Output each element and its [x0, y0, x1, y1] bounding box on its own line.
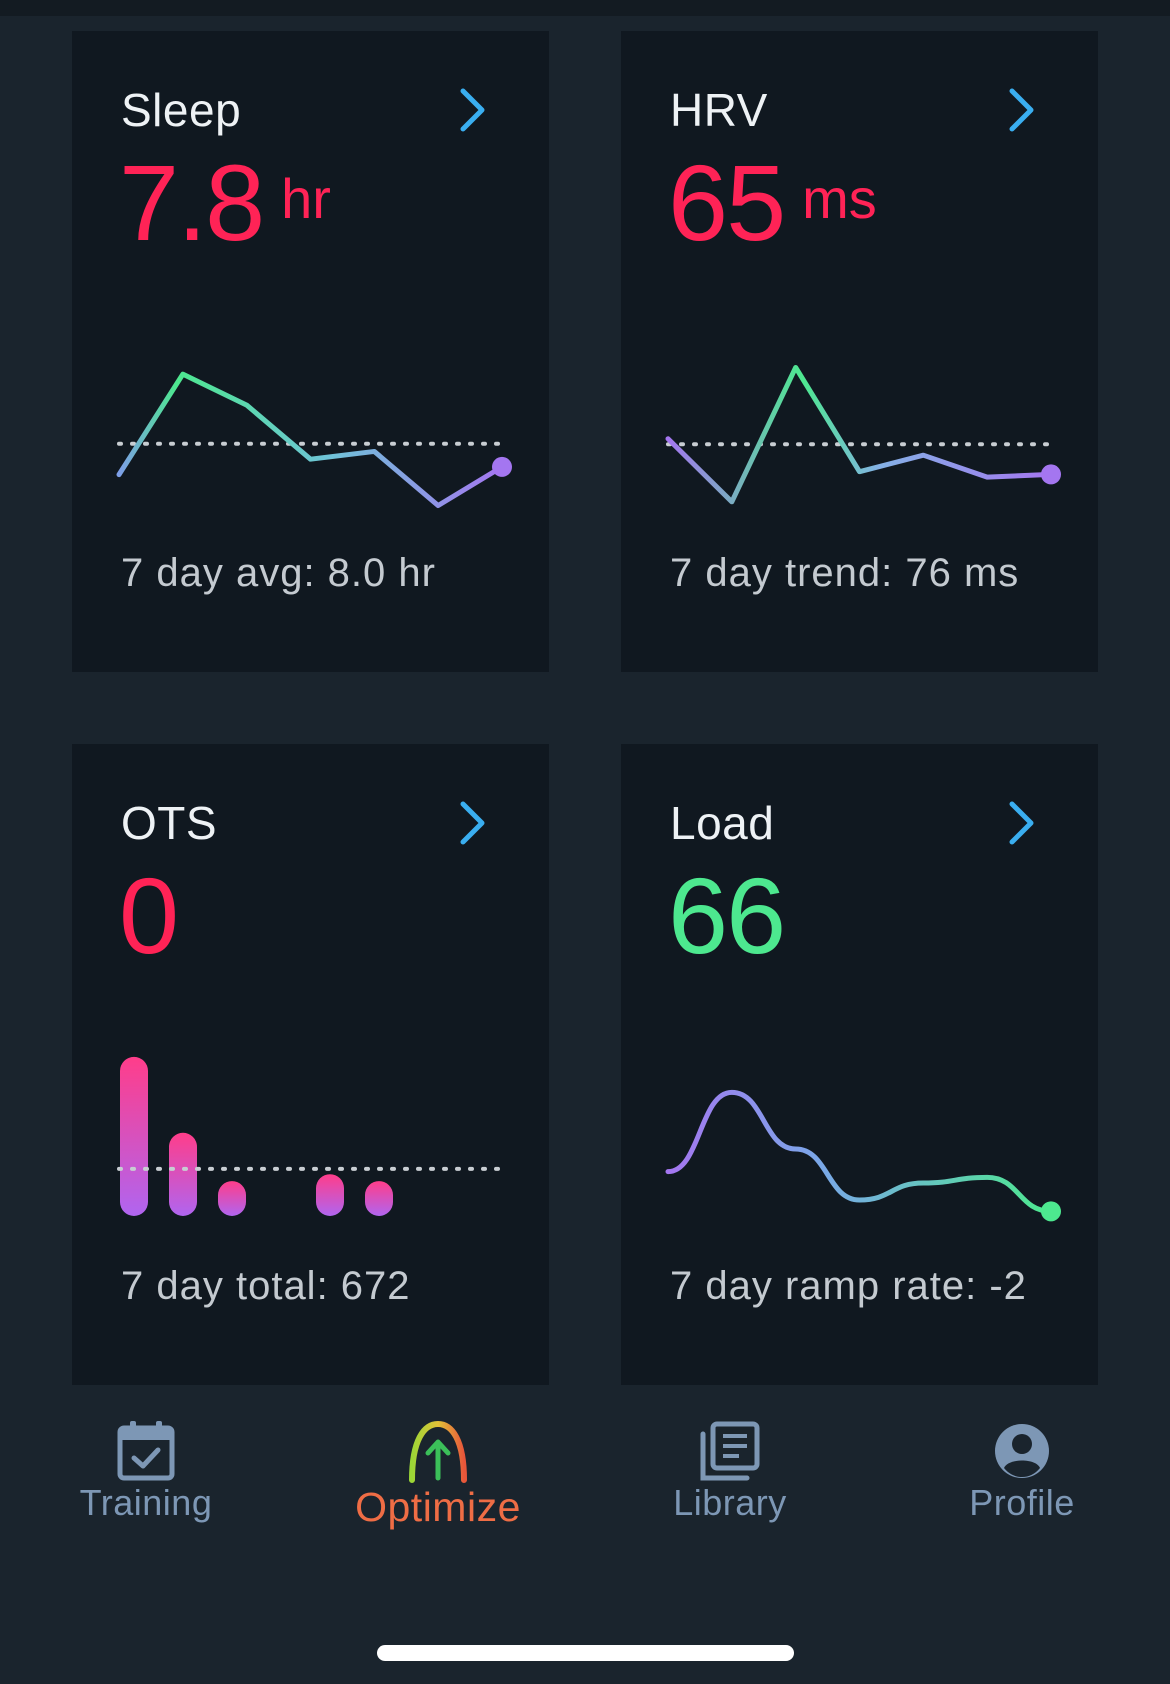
hrv-trend-chart	[665, 364, 1061, 505]
hrv-point-6	[1041, 464, 1061, 485]
hrv-footer: 7 day trend: 76 ms	[670, 551, 1020, 595]
calendar-check-icon	[117, 1421, 175, 1481]
library-icon	[700, 1421, 760, 1481]
hrv-series-line	[665, 364, 1054, 505]
load-point-6	[1041, 1201, 1061, 1222]
load-value: 66	[668, 862, 786, 970]
load-trend-chart	[665, 1089, 1061, 1222]
chevron-right-icon[interactable]	[1006, 87, 1036, 133]
hrv-title: HRV	[670, 84, 768, 136]
hrv-value-number: 65	[668, 142, 786, 263]
tab-library[interactable]: Library	[584, 1420, 876, 1524]
sleep-series-line	[116, 371, 505, 509]
sleep-value-unit: hr	[281, 167, 331, 230]
chevron-right-icon[interactable]	[1006, 800, 1036, 846]
tab-library-label: Library	[673, 1482, 787, 1523]
load-series-line	[665, 1089, 1054, 1214]
ots-bar-0	[120, 1056, 148, 1216]
hrv-value-unit: ms	[802, 167, 877, 230]
ots-bar-5	[365, 1181, 393, 1216]
sleep-card[interactable]: Sleep 7.8 hr 7 day avg: 8.0 hr	[72, 31, 549, 672]
load-title: Load	[670, 797, 775, 849]
sleep-point-6	[492, 456, 512, 477]
hrv-card[interactable]: HRV 65 ms 7 day trend: 76 ms	[621, 31, 1098, 672]
ots-footer: 7 day total: 672	[121, 1264, 411, 1308]
load-card[interactable]: Load 66 7 day ramp rate: -2	[621, 744, 1098, 1385]
hrv-value: 65 ms	[668, 149, 877, 257]
profile-icon	[995, 1424, 1049, 1478]
ots-bar-chart	[117, 1056, 508, 1216]
sleep-trend-chart	[116, 371, 512, 509]
ots-title: OTS	[121, 797, 218, 849]
tab-optimize-label: Optimize	[355, 1484, 521, 1530]
sleep-value: 7.8 hr	[119, 149, 331, 257]
tab-bar: Training Optimize Library	[0, 1420, 1170, 1570]
chevron-right-icon[interactable]	[457, 87, 487, 133]
home-indicator	[377, 1645, 794, 1661]
load-footer: 7 day ramp rate: -2	[670, 1264, 1027, 1308]
sleep-footer: 7 day avg: 8.0 hr	[121, 551, 436, 595]
chevron-right-icon[interactable]	[457, 800, 487, 846]
sleep-title: Sleep	[121, 84, 242, 136]
ots-value: 0	[119, 862, 179, 970]
tab-profile-label: Profile	[969, 1482, 1075, 1523]
ots-bar-4	[316, 1174, 344, 1216]
ots-value-number: 0	[119, 855, 179, 976]
status-bar-strip	[0, 0, 1170, 16]
ots-card[interactable]: OTS 0 7 day total: 672	[72, 744, 549, 1385]
load-value-number: 66	[668, 855, 786, 976]
sleep-value-number: 7.8	[119, 142, 265, 263]
tab-training[interactable]: Training	[0, 1420, 292, 1524]
optimize-arch-icon	[409, 1420, 467, 1483]
ots-bar-1	[169, 1132, 197, 1216]
tab-optimize[interactable]: Optimize	[292, 1420, 584, 1531]
tab-training-label: Training	[79, 1482, 213, 1523]
tab-profile[interactable]: Profile	[876, 1420, 1168, 1524]
ots-bar-2	[218, 1181, 246, 1216]
